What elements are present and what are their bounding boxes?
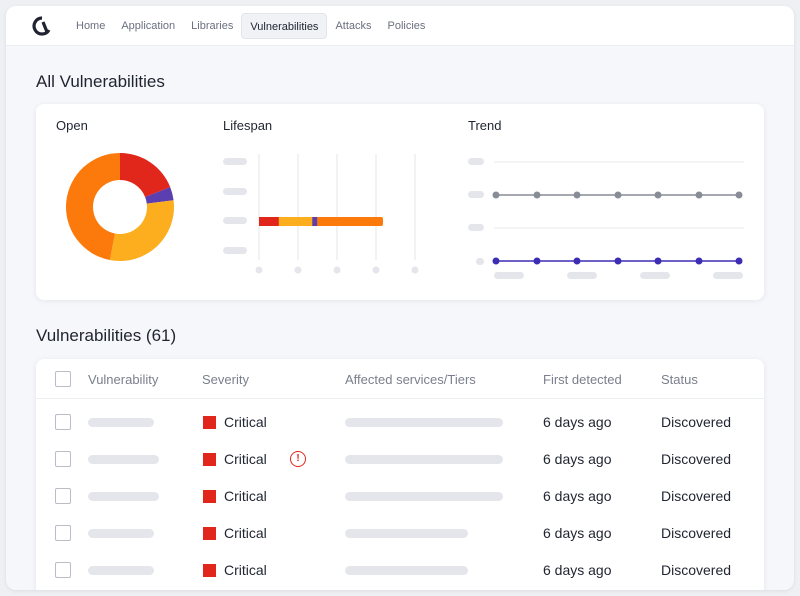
lifespan-gridlines <box>258 154 416 260</box>
tab-home[interactable]: Home <box>76 20 106 32</box>
app-logo-icon[interactable] <box>32 16 52 36</box>
first-detected: 6 days ago <box>543 562 612 578</box>
column-header-status[interactable]: Status <box>661 372 698 387</box>
severity-critical-icon <box>203 527 216 540</box>
row-checkbox[interactable] <box>55 488 71 504</box>
lifespan-y-placeholders <box>223 158 247 254</box>
trend-series <box>492 191 743 265</box>
donut-segment-0[interactable] <box>120 153 171 198</box>
trend-gridlines <box>494 161 744 229</box>
tab-attacks[interactable]: Attacks <box>335 20 372 32</box>
status: Discovered <box>661 414 732 430</box>
lifespan-bar-segment-3[interactable] <box>317 217 380 226</box>
affected-services-placeholder <box>345 529 468 538</box>
lifespan-chart <box>223 154 419 274</box>
trend-y-placeholders <box>468 158 484 265</box>
lifespan-bar[interactable] <box>259 217 383 226</box>
trend-point[interactable] <box>735 191 743 199</box>
summary-card: Open Lifespan Trend <box>36 104 764 300</box>
tab-vulnerabilities[interactable]: Vulnerabilities <box>241 13 328 39</box>
trend-point[interactable] <box>654 257 662 265</box>
vulnerabilities-table: Vulnerability Severity Affected services… <box>36 359 764 590</box>
donut-segment-3[interactable] <box>65 153 120 261</box>
trend-chart <box>468 158 744 279</box>
first-detected: 6 days ago <box>543 451 612 467</box>
trend-point[interactable] <box>695 257 703 265</box>
trend-point[interactable] <box>614 257 622 265</box>
trend-point[interactable] <box>492 257 500 265</box>
column-header-vulnerability[interactable]: Vulnerability <box>88 372 159 387</box>
select-all-checkbox[interactable] <box>55 371 71 387</box>
open-donut-chart[interactable] <box>65 152 175 262</box>
vulnerability-name-placeholder <box>88 492 159 501</box>
trend-point[interactable] <box>492 191 500 199</box>
status: Discovered <box>661 525 732 541</box>
row-checkbox[interactable] <box>55 414 71 430</box>
warning-icon[interactable]: ! <box>290 451 306 467</box>
affected-services-placeholder <box>345 566 468 575</box>
vulnerability-name-placeholder <box>88 418 154 427</box>
donut-segment-1[interactable] <box>145 187 174 204</box>
top-navigation: Home Application Libraries Vulnerabiliti… <box>6 6 794 46</box>
trend-x-placeholders <box>494 272 743 279</box>
first-detected: 6 days ago <box>543 525 612 541</box>
vulnerabilities-section-title: Vulnerabilities (61) <box>36 326 177 345</box>
lifespan-label: Lifespan <box>223 118 273 133</box>
nav-tabs: Home Application Libraries Vulnerabiliti… <box>68 13 433 39</box>
severity-critical-icon <box>203 453 216 466</box>
trend-point[interactable] <box>533 257 541 265</box>
column-header-severity[interactable]: Severity <box>202 372 249 387</box>
trend-point[interactable] <box>573 257 581 265</box>
severity-label: Critical <box>224 525 267 541</box>
table-row[interactable]: Critical 6 days ago Discovered <box>36 515 764 552</box>
table-header: Vulnerability Severity Affected services… <box>36 359 764 399</box>
tab-policies[interactable]: Policies <box>387 20 426 32</box>
status: Discovered <box>661 488 732 504</box>
row-checkbox[interactable] <box>55 562 71 578</box>
trend-point[interactable] <box>735 257 743 265</box>
affected-services-placeholder <box>345 455 503 464</box>
severity-label: Critical <box>224 488 267 504</box>
table-row[interactable]: Critical 6 days ago Discovered <box>36 404 764 441</box>
page-title: All Vulnerabilities <box>36 72 165 91</box>
table-row[interactable]: Critical ! 6 days ago Discovered <box>36 441 764 478</box>
first-detected: 6 days ago <box>543 488 612 504</box>
severity-label: Critical <box>224 562 267 578</box>
donut-segment-2[interactable] <box>109 200 174 261</box>
app-window: Home Application Libraries Vulnerabiliti… <box>6 6 794 590</box>
severity-label: Critical <box>224 414 267 430</box>
severity-critical-icon <box>203 564 216 577</box>
open-label: Open <box>56 118 88 133</box>
vulnerability-name-placeholder <box>88 455 159 464</box>
row-checkbox[interactable] <box>55 451 71 467</box>
column-header-affected[interactable]: Affected services/Tiers <box>345 372 476 387</box>
tab-libraries[interactable]: Libraries <box>191 20 234 32</box>
severity-critical-icon <box>203 416 216 429</box>
severity-critical-icon <box>203 490 216 503</box>
table-row[interactable]: Critical 6 days ago Discovered <box>36 552 764 589</box>
status: Discovered <box>661 451 732 467</box>
severity-label: Critical <box>224 451 267 467</box>
trend-point[interactable] <box>533 191 541 199</box>
table-row[interactable]: Critical 6 days ago Discovered <box>36 478 764 515</box>
trend-point[interactable] <box>614 191 622 199</box>
lifespan-bar-segment-1[interactable] <box>278 217 313 226</box>
row-checkbox[interactable] <box>55 525 71 541</box>
trend-label: Trend <box>468 118 502 133</box>
first-detected: 6 days ago <box>543 414 612 430</box>
trend-point[interactable] <box>695 191 703 199</box>
column-header-first-detected[interactable]: First detected <box>543 372 622 387</box>
lifespan-bar-segment-2[interactable] <box>312 217 318 226</box>
lifespan-x-placeholders <box>255 266 419 274</box>
vulnerability-name-placeholder <box>88 566 154 575</box>
trend-point[interactable] <box>573 191 581 199</box>
trend-point[interactable] <box>654 191 662 199</box>
lifespan-bar-segment-0[interactable] <box>259 217 279 226</box>
affected-services-placeholder <box>345 492 503 501</box>
tab-application[interactable]: Application <box>121 20 176 32</box>
status: Discovered <box>661 562 732 578</box>
vulnerability-name-placeholder <box>88 529 154 538</box>
affected-services-placeholder <box>345 418 503 427</box>
